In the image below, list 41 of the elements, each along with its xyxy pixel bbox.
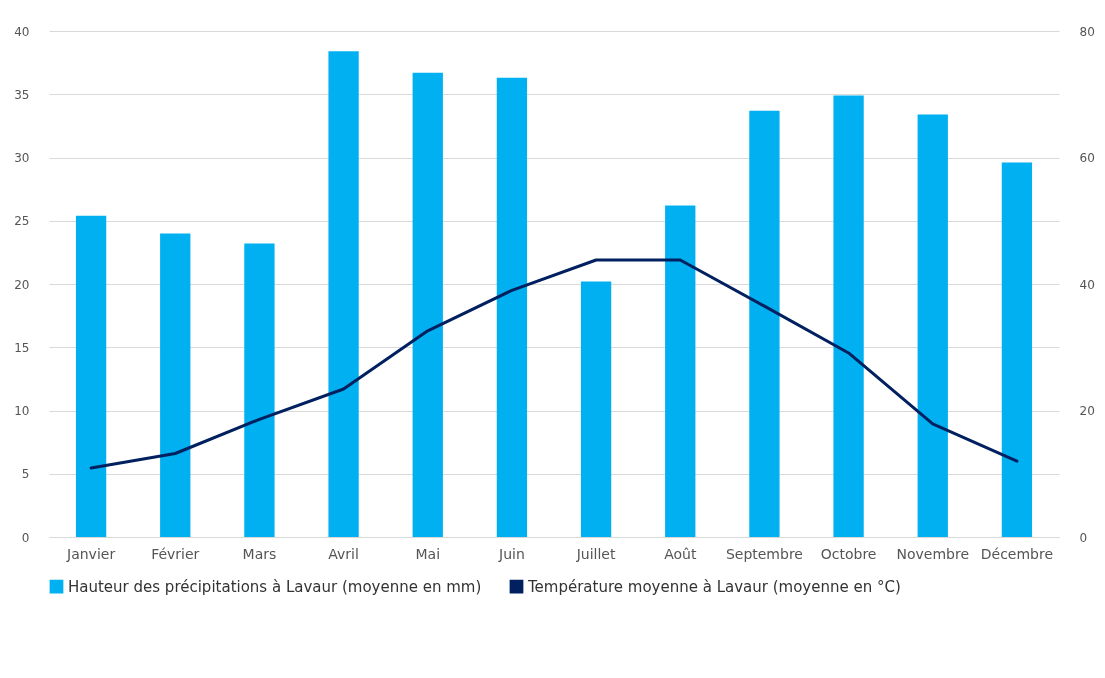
y-tick-label: 40 — [14, 24, 30, 39]
y-tick-label: 20 — [14, 277, 30, 292]
bar — [665, 205, 696, 537]
x-tick-label: Juillet — [575, 545, 616, 562]
y-tick-label: 25 — [14, 214, 30, 229]
x-tick-label: Février — [151, 545, 200, 562]
x-tick-label: Novembre — [896, 545, 970, 562]
bar — [1001, 162, 1033, 537]
y2-tick-label: 40 — [1079, 277, 1095, 292]
x-tick-label: Mars — [242, 545, 277, 562]
bar — [580, 281, 612, 537]
x-tick-label: Juin — [498, 545, 525, 562]
bar — [833, 95, 864, 537]
y2-tick-label: 0 — [1079, 530, 1088, 545]
y-tick-label: 5 — [21, 467, 30, 482]
y-tick-label: 15 — [14, 340, 30, 355]
line-series — [89, 258, 1019, 470]
bar — [328, 51, 359, 537]
y2-tick-label: 20 — [1079, 404, 1095, 418]
legend-label: Température moyenne à Lavaur (moyenne en °C) — [527, 577, 901, 596]
bar — [496, 77, 528, 537]
x-tick-label: Mai — [415, 545, 441, 562]
bar — [749, 110, 780, 537]
bar — [75, 215, 107, 537]
bar — [412, 72, 443, 537]
y2-tick-label: 80 — [1079, 24, 1095, 39]
legend-label: Hauteur des précipitations à Lavaur (moyenne en mm) — [68, 577, 482, 596]
y-tick-label: 35 — [14, 87, 30, 102]
y-tick-label: 10 — [14, 404, 30, 418]
x-tick-label: Avril — [328, 545, 359, 562]
x-tick-label: Octobre — [820, 545, 877, 562]
bar — [160, 233, 191, 537]
x-tick-label: Janvier — [66, 545, 116, 562]
x-tick-label: Août — [664, 545, 697, 562]
y-tick-label: 30 — [14, 151, 30, 165]
x-tick-label: Septembre — [725, 545, 803, 562]
x-tick-label: Décembre — [980, 545, 1054, 562]
bar — [917, 114, 948, 537]
bar — [244, 243, 275, 537]
y-tick-label: 0 — [21, 530, 30, 545]
y2-tick-label: 60 — [1079, 151, 1095, 165]
